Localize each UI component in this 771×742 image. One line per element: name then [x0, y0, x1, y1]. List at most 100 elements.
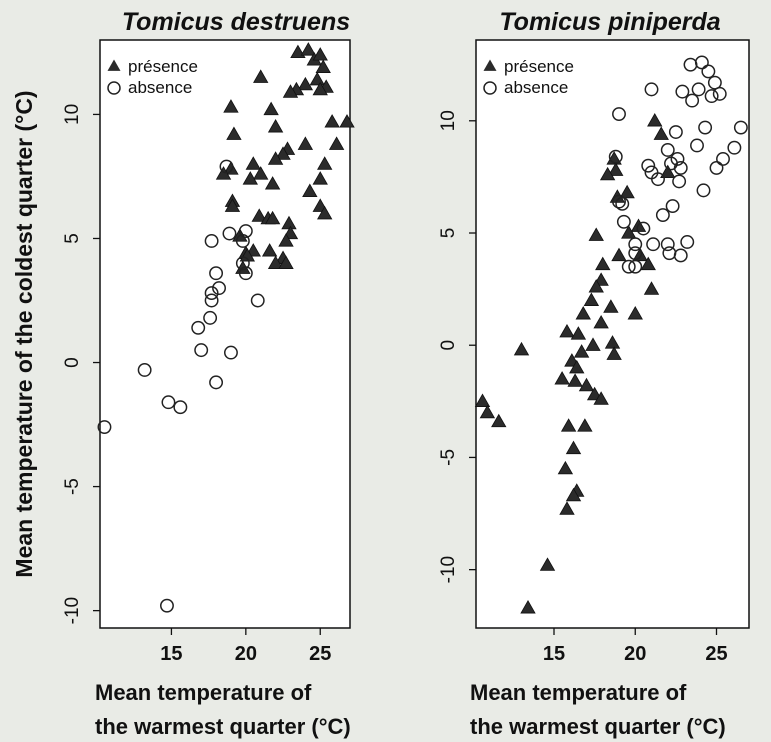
absence-point — [641, 158, 656, 173]
y-tick-label: 5 — [438, 228, 459, 239]
presence-point — [297, 136, 314, 150]
absence-point — [644, 82, 659, 97]
presence-point — [261, 243, 278, 257]
absence-point — [204, 286, 219, 301]
x-axis-label-line-1: Mean temperature of — [470, 680, 687, 705]
absence-point — [209, 375, 224, 390]
plot-frame — [475, 39, 750, 629]
scatter-panel-1: Tomicus destruens -10 -5 0 5 10 15 20 25 Mean tem… — [62, 8, 355, 739]
y-tick-label: 0 — [438, 340, 459, 351]
absence-point — [612, 107, 626, 122]
y-tick-label: -5 — [438, 449, 459, 466]
absence-point — [698, 120, 713, 135]
presence-point — [226, 126, 242, 140]
absence-point — [191, 320, 206, 335]
absence-point — [238, 224, 253, 238]
absence-point — [694, 55, 709, 70]
absence-point — [709, 160, 724, 175]
presence-point — [647, 112, 663, 127]
absence-point — [672, 174, 687, 189]
absence-point — [612, 194, 626, 209]
x-axis-label-line-2: the warmest quarter (°C) — [95, 714, 351, 739]
y-tick-label: 10 — [438, 110, 459, 131]
x-tick-label: 20 — [235, 643, 257, 665]
absence-point — [250, 293, 265, 308]
y-tick-label: -10 — [438, 556, 459, 583]
absence-point — [685, 93, 700, 108]
data-points — [474, 55, 748, 614]
presence-point — [595, 256, 611, 271]
absence-point — [707, 75, 722, 90]
presence-point — [328, 136, 345, 150]
presence-point — [297, 76, 314, 91]
presence-point — [520, 599, 536, 614]
presence-point — [263, 101, 279, 116]
presence-point — [245, 156, 261, 170]
presence-point — [627, 305, 643, 320]
panel-title: Tomicus piniperda — [499, 8, 720, 36]
presence-point — [588, 227, 604, 241]
presence-point — [621, 225, 637, 239]
presence-point — [611, 247, 627, 262]
x-tick-label: 15 — [160, 643, 182, 665]
presence-point — [619, 184, 635, 199]
presence-point — [640, 256, 656, 271]
presence-point — [559, 501, 575, 515]
x-tick-label: 25 — [705, 643, 727, 665]
absence-point — [204, 234, 219, 248]
presence-point — [513, 341, 530, 356]
presence-point — [302, 183, 318, 197]
absence-point — [665, 199, 680, 214]
presence-point — [560, 418, 577, 432]
absence-point — [733, 120, 748, 135]
x-tick-label: 25 — [309, 643, 331, 665]
absence-point — [616, 214, 631, 229]
presence-point — [604, 335, 621, 349]
absence-point — [701, 64, 716, 79]
absence-point — [691, 82, 706, 97]
x-axis-label-line-1: Mean temperature of — [95, 680, 312, 705]
presence-point — [643, 281, 660, 295]
absence-point — [173, 400, 188, 415]
presence-point — [632, 247, 648, 262]
absence-point — [212, 281, 226, 296]
presence-point — [491, 413, 507, 428]
presence-point — [253, 166, 269, 180]
absence-point — [673, 248, 688, 263]
presence-point — [557, 460, 574, 475]
absence-point — [224, 345, 238, 360]
presence-point — [577, 418, 593, 432]
absence-point — [646, 237, 661, 252]
presence-point — [573, 344, 590, 358]
presence-point — [585, 337, 601, 351]
legend-label-absence: absence — [128, 78, 192, 97]
absence-point — [628, 237, 643, 252]
absence-point — [655, 208, 670, 223]
absence-point — [160, 598, 174, 613]
data-points — [97, 42, 355, 613]
absence-point — [704, 89, 719, 104]
absence-point — [222, 226, 237, 241]
y-tick-label: 10 — [62, 104, 83, 125]
presence-point — [567, 373, 583, 387]
absence-point — [621, 259, 636, 274]
presence-point — [479, 404, 496, 419]
presence-point — [264, 210, 281, 225]
presence-point — [264, 176, 281, 190]
presence-point — [278, 233, 294, 247]
presence-point — [583, 292, 600, 306]
presence-point — [251, 208, 267, 222]
presence-point — [312, 81, 328, 96]
presence-point — [300, 42, 317, 56]
absence-point — [712, 86, 727, 101]
absence-point — [235, 256, 250, 271]
scatter-panel-2: Tomicus piniperda -10 -5 0 5 10 15 20 25 Mean tem… — [438, 8, 750, 739]
absence-point — [675, 84, 690, 99]
absence-point — [660, 237, 675, 252]
presence-point — [239, 248, 256, 262]
presence-point — [224, 198, 241, 212]
absence-point — [137, 363, 152, 377]
presence-point — [578, 377, 595, 392]
presence-point — [575, 305, 591, 320]
